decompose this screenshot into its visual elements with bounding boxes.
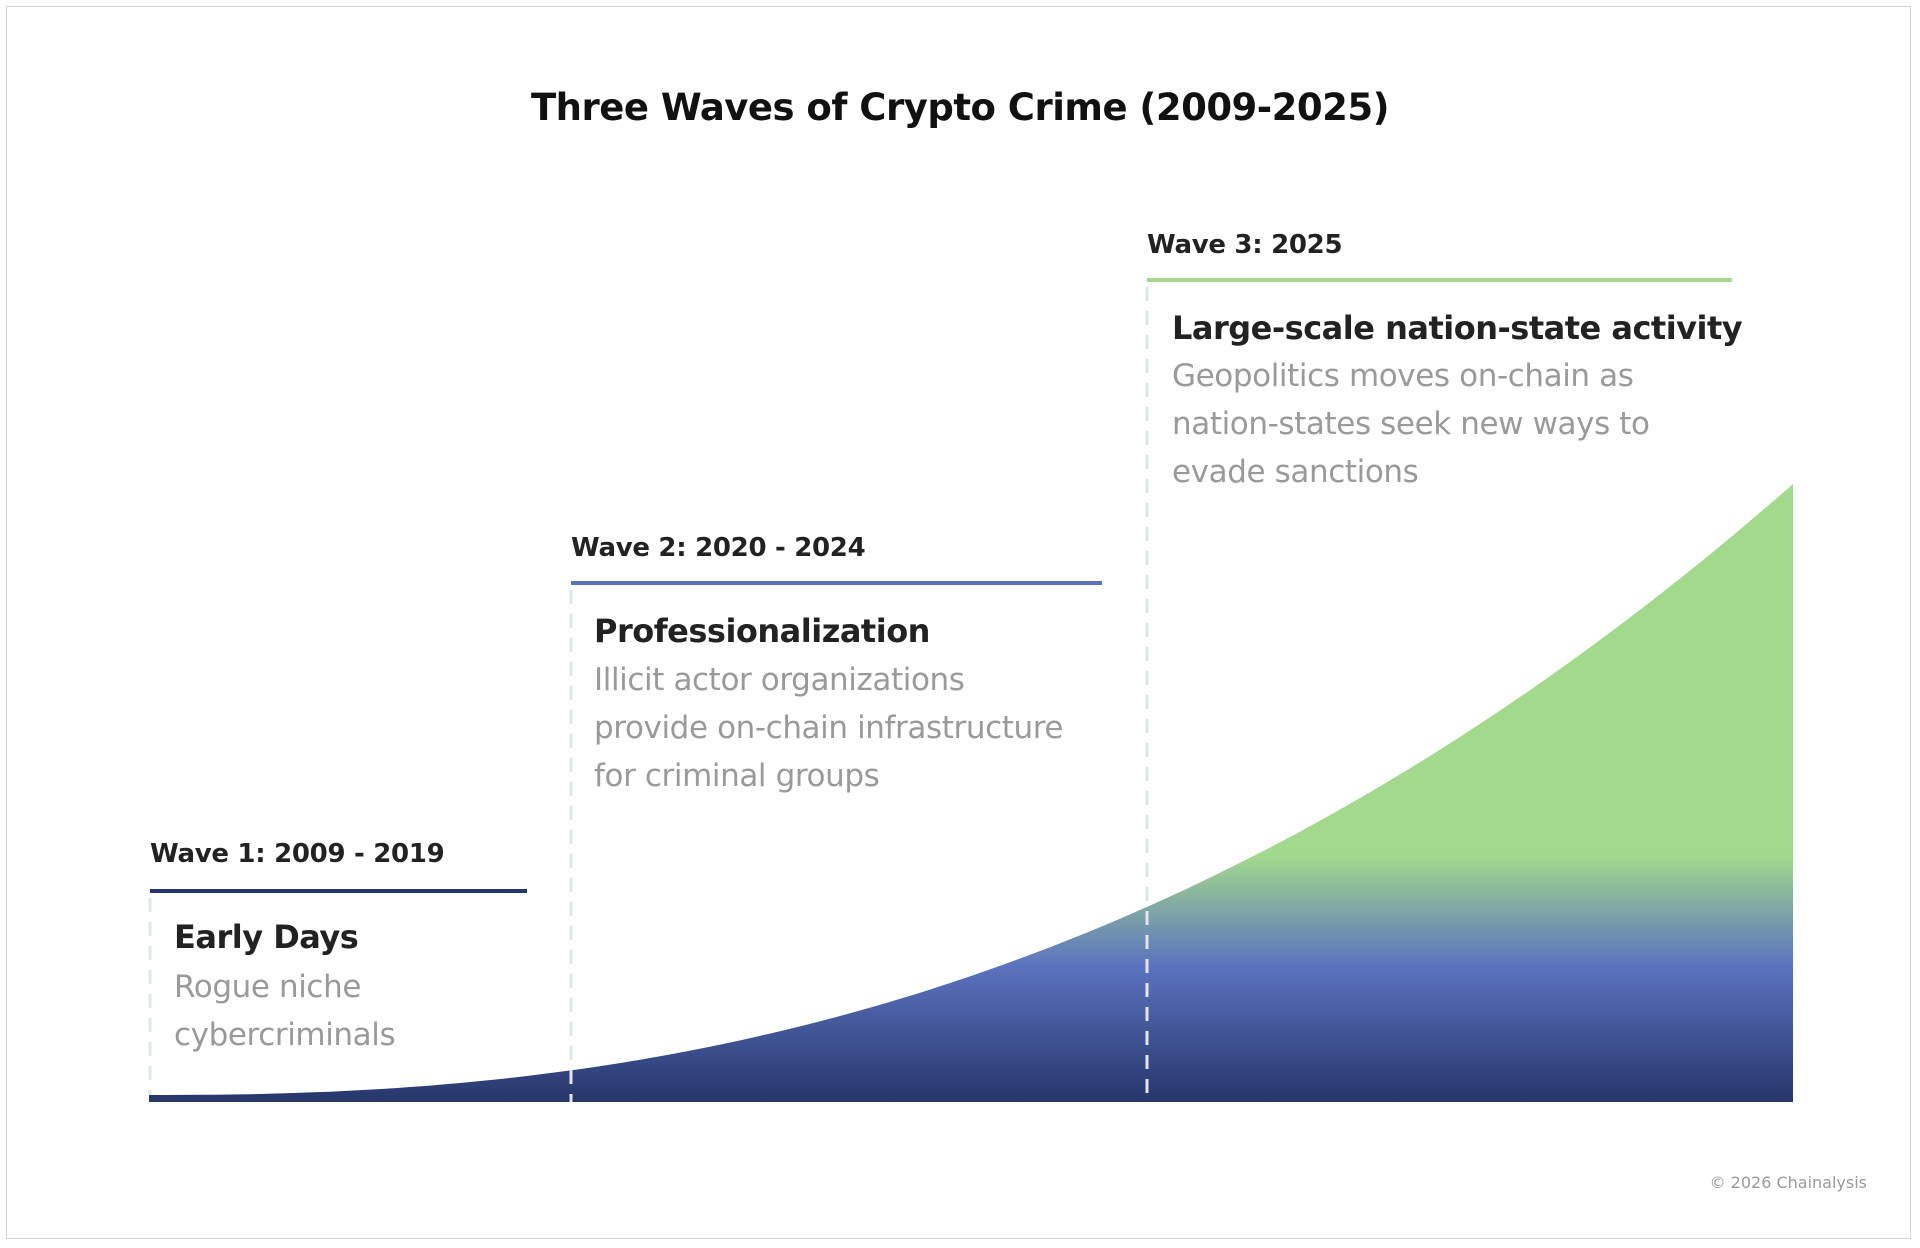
wave1-description: Rogue niche cybercriminals <box>174 969 396 1053</box>
wave2-heading: Professionalization <box>594 612 930 650</box>
copyright: © 2026 Chainalysis <box>1709 1173 1867 1192</box>
wave1-rule <box>150 889 527 893</box>
wave3-rule <box>1147 278 1732 282</box>
growth-curve-area <box>149 484 1793 1102</box>
wave3-label: Wave 3: 2025 <box>1147 230 1343 260</box>
wave3-heading: Large-scale nation-state activity <box>1172 309 1743 347</box>
wave2-label: Wave 2: 2020 - 2024 <box>571 533 866 563</box>
chart-frame <box>6 6 1911 1239</box>
wave2-rule <box>571 581 1102 585</box>
wave3-description: Geopolitics moves on-chain as nation-sta… <box>1172 358 1650 490</box>
wave1-heading: Early Days <box>174 918 359 956</box>
wave1-label: Wave 1: 2009 - 2019 <box>150 839 445 869</box>
wave2-description: Illicit actor organizations provide on-c… <box>594 662 1064 794</box>
chart-title: Three Waves of Crypto Crime (2009-2025) <box>530 86 1390 129</box>
